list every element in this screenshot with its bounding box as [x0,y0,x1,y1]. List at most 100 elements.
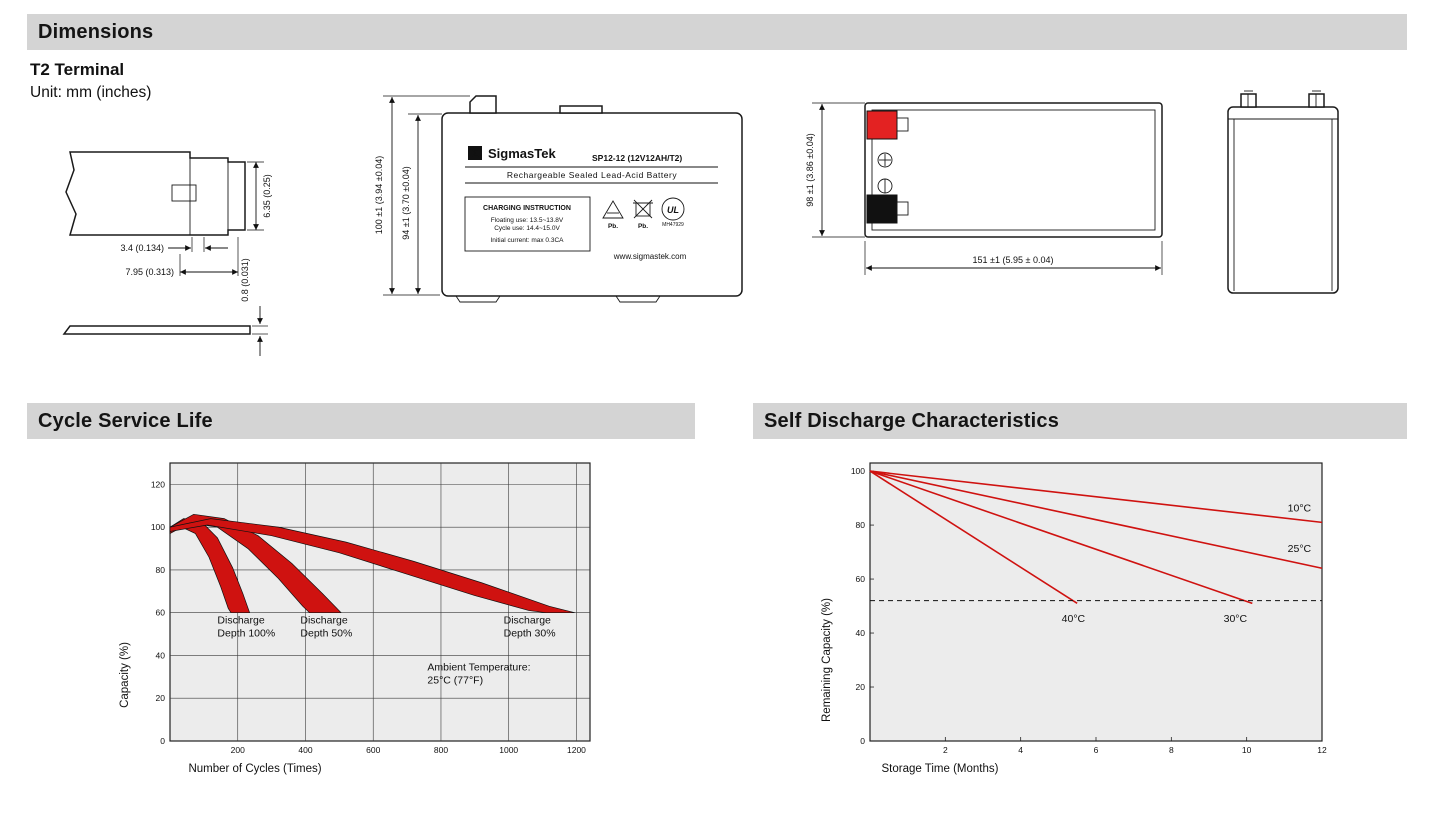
svg-text:200: 200 [231,745,245,755]
dim-tab-height-label: 6.35 (0.25) [262,174,272,218]
svg-text:80: 80 [156,565,166,575]
end-terminal-tab-left [1240,90,1257,108]
discharge-chart-y-axis-label: Remaining Capacity (%) [821,598,833,722]
svg-text:1200: 1200 [567,745,586,755]
charging-line1: Floating use: 13.5~13.8V [491,217,564,224]
svg-text:10: 10 [1242,745,1252,755]
discharge-chart-x-axis-label: Storage Time (Months) [882,763,999,775]
svg-text:120: 120 [151,479,165,489]
battery-foot-left [455,295,501,303]
front-terminal-tab-left [469,95,497,114]
charging-title: CHARGING INSTRUCTION [483,205,571,212]
terminal-blade-shape [62,325,251,335]
svg-text:6: 6 [1094,745,1099,755]
svg-text:100: 100 [851,466,865,476]
self-discharge-chart: Storage Time (Months) Remaining Capacity… [821,462,1327,775]
website-text: www.sigmastek.com [613,252,687,261]
pb-recycle-label: Pb. [608,223,618,230]
ul-file-number: MH47929 [662,222,684,228]
positive-terminal-red [866,110,898,140]
battery-front-view-drawing: 100 ±1 (3.94 ±0.04) 94 ±1 (3.70 ±0.04) Σ… [374,95,743,303]
ul-certification-icon: UL [661,197,685,221]
dim-tab-thickness-label: 0.8 (0.031) [240,258,250,302]
svg-text:1000: 1000 [499,745,518,755]
svg-text:40°C: 40°C [1062,613,1086,625]
dim-barb-width: 3.4 (0.134) [120,237,228,253]
battery-side-view-drawing: 98 ±1 (3.86 ±0.04) 151 ±1 (5.95 ± 0.04) [805,102,1163,275]
terminal-profile-shape [65,151,246,236]
svg-text:0: 0 [160,736,165,746]
front-dim-case-height: 94 ±1 (3.70 ±0.04) [401,113,442,294]
brand-name: SigmasTek [488,146,556,161]
front-dim-total-height: 100 ±1 (3.94 ±0.04) [374,95,470,296]
section-title-self-discharge: Self Discharge Characteristics [764,410,1060,432]
front-dim-case-height-label: 94 ±1 (3.70 ±0.04) [401,166,411,239]
ul-letters: UL [667,205,679,215]
negative-polarity-icon [877,178,893,194]
model-number: SP12-12 (12V12AH/T2) [592,153,682,163]
dim-tab-thickness: 0.8 (0.031) [240,258,268,356]
dim-tab-width: 7.95 (0.313) [125,237,239,277]
svg-text:4: 4 [1018,745,1023,755]
unit-note: Unit: mm (inches) [30,84,152,101]
end-terminal-tab-right [1308,90,1325,108]
negative-terminal-tab [896,201,909,216]
svg-text:30°C: 30°C [1224,613,1248,625]
side-dim-height-label: 98 ±1 (3.86 ±0.04) [805,133,815,206]
section-header-cycle-life: Cycle Service Life [27,403,695,439]
dim-barb-width-label: 3.4 (0.134) [120,243,164,253]
svg-text:400: 400 [298,745,312,755]
brand-logo-glyph: Σ [472,148,479,160]
svg-text:10°C: 10°C [1288,503,1312,515]
pb-bin-icon [633,199,653,219]
t2-terminal-drawing: 6.35 (0.25) 3.4 (0.134) 7.95 (0.313) 0.8… [62,151,272,356]
svg-text:25°C: 25°C [1288,543,1312,555]
svg-text:12: 12 [1317,745,1327,755]
section-title-cycle-life: Cycle Service Life [38,410,213,432]
side-dim-height: 98 ±1 (3.86 ±0.04) [805,102,865,238]
negative-terminal-black [866,194,898,224]
svg-text:60: 60 [156,608,166,618]
charging-instruction-box [464,196,591,252]
side-dim-length-label: 151 ±1 (5.95 ± 0.04) [973,255,1054,265]
front-dim-total-height-label: 100 ±1 (3.94 ±0.04) [374,156,384,234]
svg-text:Ambient Temperature:25°C (77°F: Ambient Temperature: 25°C (77°F) [427,661,530,686]
svg-text:80: 80 [856,520,866,530]
section-title-dimensions: Dimensions [38,21,154,43]
svg-text:0: 0 [860,736,865,746]
pb-recycle-icon [602,200,624,219]
svg-text:2: 2 [943,745,948,755]
battery-case-end [1227,106,1339,294]
cycle-chart-x-axis-label: Number of Cycles (Times) [188,763,321,775]
svg-text:60: 60 [856,574,866,584]
section-header-dimensions: Dimensions [27,14,1407,50]
dim-tab-height: 6.35 (0.25) [247,161,272,231]
terminal-barb-hole [171,184,197,202]
front-terminal-tab-right [559,105,603,114]
battery-case-top [864,102,1163,238]
dim-tab-width-label: 7.95 (0.313) [125,267,174,277]
cycle-service-life-chart: Number of Cycles (Times) Capacity (%) 20… [119,462,591,775]
svg-text:800: 800 [434,745,448,755]
battery-end-view-drawing [1227,90,1339,294]
svg-text:40: 40 [156,650,166,660]
positive-terminal-tab [896,117,909,132]
pb-bin-label: Pb. [638,223,648,230]
brand-logo-icon [468,146,482,160]
svg-text:100: 100 [151,522,165,532]
battery-subtitle: Rechargeable Sealed Lead-Acid Battery [507,170,677,180]
svg-text:20: 20 [156,693,166,703]
charging-line3: Initial current: max 0.3CA [491,237,565,244]
t2-terminal-heading: T2 Terminal [30,60,125,79]
svg-text:8: 8 [1169,745,1174,755]
section-header-self-discharge: Self Discharge Characteristics [753,403,1407,439]
positive-polarity-icon [877,152,893,168]
battery-case-top-inner [871,109,1156,231]
svg-text:20: 20 [856,682,866,692]
charging-line2: Cycle use: 14.4~15.0V [494,225,560,232]
svg-text:600: 600 [366,745,380,755]
